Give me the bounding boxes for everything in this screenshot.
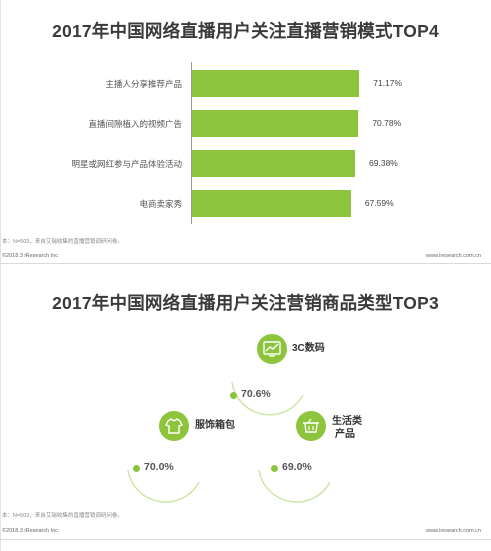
chart1-value-label: 67.59% [364,197,394,208]
category-label-life: 生活类 产品 [332,415,362,441]
basket-icon [296,411,326,441]
chart2-copyright: ©2018.3 iResearch Inc [2,528,59,534]
chart1-bar [192,70,360,97]
arc-apparel [127,469,200,503]
value-dot-3c [230,392,237,399]
chart1-category-label: 直播间隙植入的视频广告 [88,118,182,129]
chart1-value-label: 71.17% [373,77,403,88]
bottom-divider [0,539,491,540]
chart1-category-label: 电商卖家秀 [139,198,182,209]
chart1-bar [192,150,356,177]
value-label-life: 69.0% [282,461,312,473]
chart2-site: www.iresearch.com.cn [425,528,481,534]
category-label-life-line2: 产品 [335,429,355,440]
category-label-apparel: 服饰箱包 [195,420,235,431]
chart1-title: 2017年中国网络直播用户关注直播营销模式TOP4 [52,21,439,41]
chart1-value-label: 70.78% [372,117,402,128]
chart1-bar [192,110,359,137]
chart1-copyright: ©2018.3 iResearch Inc [2,253,59,259]
chart1-footnote: 本：N=503，来自艾瑞收集的直播营销调研问卷。 [2,239,123,245]
chart2-footnote: 本：N=503，来自艾瑞收集的直播营销调研问卷。 [2,513,123,519]
chart1-category-label: 主播人分享推荐产品 [105,78,182,89]
value-dot-apparel [133,465,140,472]
value-dot-life [271,465,278,472]
category-label-life-line1: 生活类 [332,416,362,427]
chart1-bar [192,190,351,217]
value-label-3c: 70.6% [241,388,271,400]
chart1-site: www.iresearch.com.cn [425,253,481,259]
value-label-apparel: 70.0% [144,461,174,473]
chart1-value-label: 69.38% [369,157,398,168]
clothing-icon [159,411,189,441]
arc-life [258,469,331,503]
section-divider [0,263,491,264]
chart2-title: 2017年中国网络直播用户关注营销商品类型TOP3 [52,293,439,313]
chart1-y-axis [191,62,192,224]
chart-icon [257,334,287,364]
chart1-category-label: 明星或网红参与产品体验活动 [71,158,182,169]
category-label-3c: 3C数码 [292,343,325,354]
